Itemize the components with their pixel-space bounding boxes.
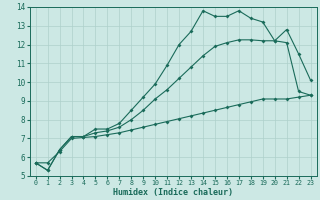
X-axis label: Humidex (Indice chaleur): Humidex (Indice chaleur) — [113, 188, 233, 197]
